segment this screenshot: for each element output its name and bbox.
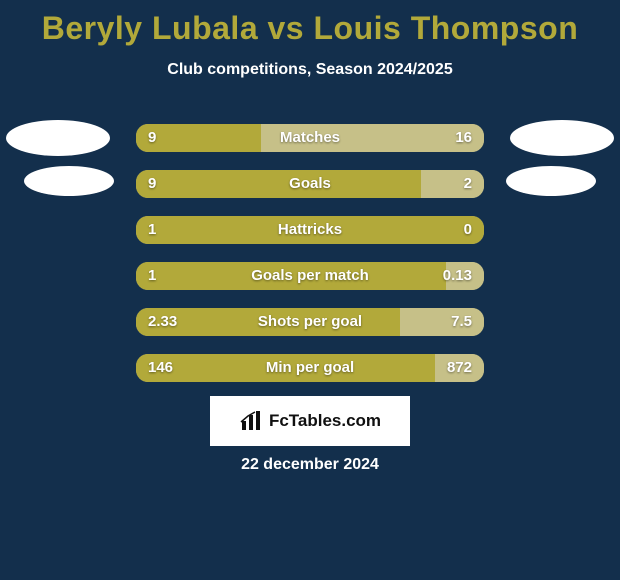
stat-bar-right [435,354,484,382]
stat-row: 10.13Goals per match [0,256,620,302]
stat-bar: 916Matches [136,124,484,152]
stat-bar: 92Goals [136,170,484,198]
chart-icon [239,409,263,433]
logo-text: FcTables.com [269,411,381,431]
stat-bar-right [446,262,484,290]
player-right-avatar-2 [506,166,596,196]
stat-row: 916Matches [0,118,620,164]
stat-bar-left [136,124,261,152]
player-left-avatar-2 [24,166,114,196]
stat-row: 146872Min per goal [0,348,620,394]
stat-bar-right [421,170,484,198]
stat-rows: 916Matches 92Goals 10Hattricks 10.13Goals p… [0,118,620,394]
stat-bar-right [261,124,484,152]
stat-bar-left [136,170,421,198]
stat-row: 2.337.5Shots per goal [0,302,620,348]
stat-row: 92Goals [0,164,620,210]
stat-bar: 2.337.5Shots per goal [136,308,484,336]
stat-bar-left [136,262,446,290]
stat-bar: 10Hattricks [136,216,484,244]
page-title: Beryly Lubala vs Louis Thompson [0,0,620,47]
fctables-logo: FcTables.com [210,396,410,446]
comparison-card: Beryly Lubala vs Louis Thompson Club com… [0,0,620,580]
stat-row: 10Hattricks [0,210,620,256]
player-right-avatar [510,120,614,156]
stat-bar-left [136,216,484,244]
stat-bar: 10.13Goals per match [136,262,484,290]
stat-bar-left [136,354,435,382]
generation-date: 22 december 2024 [0,456,620,474]
player-left-avatar [6,120,110,156]
stat-bar: 146872Min per goal [136,354,484,382]
stat-bar-left [136,308,400,336]
page-subtitle: Club competitions, Season 2024/2025 [0,61,620,79]
stat-bar-right [400,308,484,336]
